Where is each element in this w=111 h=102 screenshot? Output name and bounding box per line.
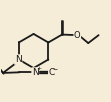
Text: N: N	[15, 55, 22, 64]
Text: +: +	[36, 66, 41, 71]
Text: O: O	[74, 31, 81, 40]
Text: −: −	[53, 66, 58, 71]
Text: C: C	[49, 68, 55, 77]
Text: N: N	[32, 68, 39, 77]
